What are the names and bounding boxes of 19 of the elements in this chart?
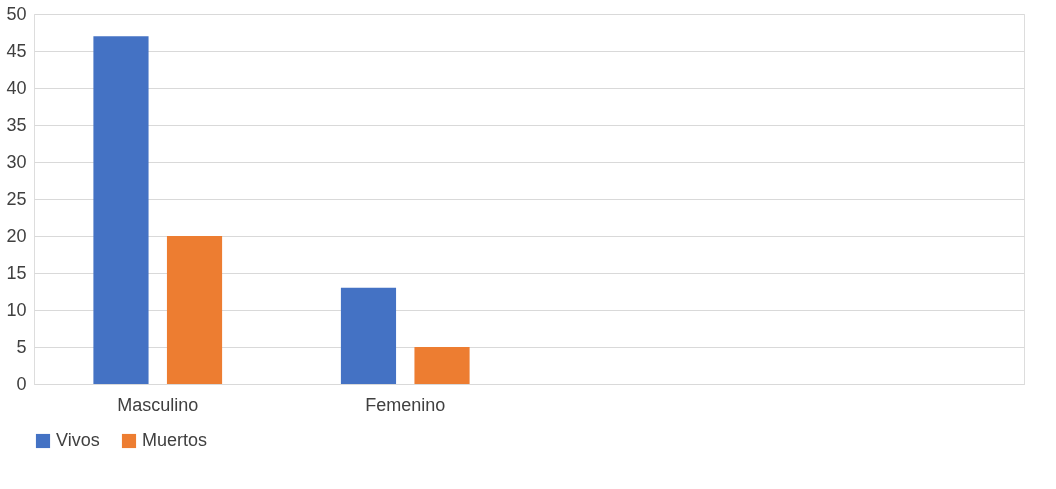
y-tick-label: 40 [6, 77, 27, 98]
y-tick-label: 15 [6, 262, 27, 283]
y-tick-label: 45 [6, 40, 27, 61]
legend-label: Vivos [56, 430, 100, 450]
bar [93, 36, 149, 384]
bar [166, 236, 223, 384]
y-tick-label: 10 [6, 299, 27, 320]
y-tick-label: 0 [16, 373, 27, 394]
y-tick-label: 30 [6, 151, 27, 172]
bar [340, 287, 397, 384]
legend-label: Muertos [142, 430, 208, 450]
x-tick-label: Femenino [365, 394, 446, 415]
y-tick-label: 25 [6, 188, 27, 209]
bar [414, 347, 470, 384]
y-tick-label: 50 [6, 3, 27, 24]
x-tick-label: Masculino [117, 394, 199, 415]
y-tick-label: 20 [6, 225, 27, 246]
y-tick-label: 5 [16, 336, 27, 357]
y-tick-label: 35 [6, 114, 27, 135]
